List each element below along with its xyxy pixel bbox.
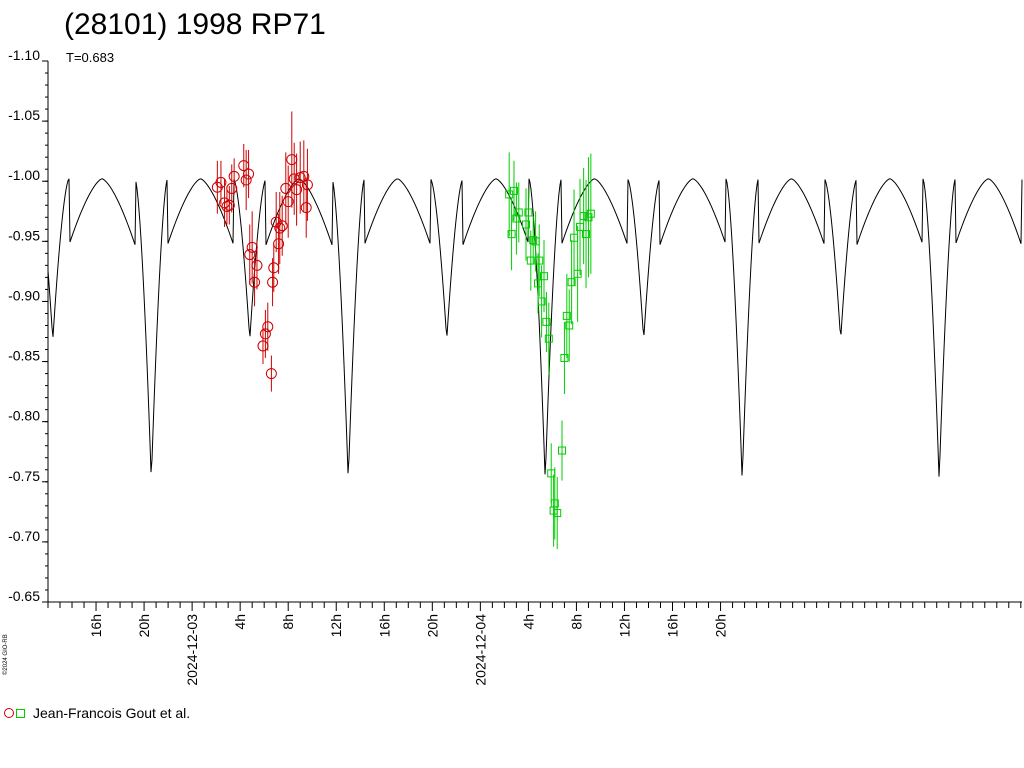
x-tick-label: 12h xyxy=(616,614,632,637)
data-point-circle xyxy=(265,368,277,380)
data-point-square xyxy=(544,334,553,343)
y-tick-label: -1.10 xyxy=(8,47,40,63)
legend-square-marker xyxy=(16,708,25,718)
data-point-square xyxy=(535,256,544,265)
y-tick-label: -0.80 xyxy=(8,408,40,424)
data-point-circle xyxy=(280,182,292,194)
x-tick-label: 4h xyxy=(232,614,248,630)
data-point-square xyxy=(553,509,562,518)
data-point-circle xyxy=(249,276,261,288)
data-point-circle xyxy=(226,182,238,194)
data-point-square xyxy=(582,230,591,239)
data-point-square xyxy=(529,236,538,245)
data-point-circle xyxy=(243,168,255,180)
x-tick-label: 2024-12-03 xyxy=(184,614,200,686)
data-point-circle xyxy=(274,222,286,234)
data-point-square xyxy=(509,186,518,195)
legend-circle-marker xyxy=(4,708,14,718)
y-tick-label: -0.85 xyxy=(8,348,40,364)
chart-legend: Jean-Francois Gout et al. xyxy=(4,705,190,721)
data-point-square xyxy=(537,297,546,306)
copyright-text: ©2024 GIO-RB xyxy=(2,634,9,675)
x-tick-label: 8h xyxy=(568,614,584,630)
y-tick-label: -1.05 xyxy=(8,107,40,123)
data-point-circle xyxy=(223,199,235,211)
data-point-square xyxy=(542,317,551,326)
x-tick-label: 12h xyxy=(328,614,344,637)
data-point-square xyxy=(514,208,523,217)
x-tick-label: 8h xyxy=(280,614,296,630)
y-tick-label: -0.70 xyxy=(8,528,40,544)
legend-label: Jean-Francois Gout et al. xyxy=(33,705,191,721)
x-tick-label: 16h xyxy=(376,614,392,637)
data-point-square xyxy=(550,499,559,508)
data-point-circle xyxy=(240,174,252,186)
data-point-circle xyxy=(282,196,294,208)
chart-title: (28101) 1998 RP71 xyxy=(64,8,326,41)
data-point-square xyxy=(507,230,516,239)
data-point-circle xyxy=(273,238,285,250)
data-point-circle xyxy=(244,249,256,261)
data-point-circle xyxy=(251,259,263,271)
x-tick-label: 2024-12-04 xyxy=(472,614,488,686)
data-point-circle xyxy=(291,184,303,196)
data-point-circle xyxy=(215,176,227,188)
y-tick-label: -0.65 xyxy=(8,588,40,604)
x-tick-label: 20h xyxy=(713,614,729,637)
data-point-square xyxy=(526,256,535,265)
data-point-square xyxy=(560,353,569,362)
x-tick-label: 16h xyxy=(665,614,681,637)
data-point-square xyxy=(524,208,533,217)
data-point-circle xyxy=(259,328,271,340)
data-point-circle xyxy=(262,321,274,333)
y-tick-label: -0.95 xyxy=(8,227,40,243)
data-point-circle xyxy=(267,276,279,288)
x-tick-label: 20h xyxy=(424,614,440,637)
data-point-circle xyxy=(300,202,312,214)
data-point-circle xyxy=(301,179,313,191)
data-point-circle xyxy=(270,216,282,228)
data-point-circle xyxy=(276,220,288,232)
data-point-square xyxy=(567,278,576,287)
chart-subtitle: T=0.683 xyxy=(66,50,115,65)
data-point-square xyxy=(558,446,567,455)
data-point-square xyxy=(562,311,571,320)
y-tick-label: -1.00 xyxy=(8,167,40,183)
data-point-square xyxy=(586,209,595,218)
x-tick-label: 20h xyxy=(136,614,152,637)
data-point-square xyxy=(565,321,574,330)
data-point-circle xyxy=(228,170,240,182)
x-tick-label: 16h xyxy=(88,614,104,637)
y-tick-label: -0.90 xyxy=(8,287,40,303)
y-tick-label: -0.75 xyxy=(8,468,40,484)
data-point-square xyxy=(521,220,530,229)
data-point-square xyxy=(573,269,582,278)
x-tick-label: 4h xyxy=(520,614,536,630)
data-point-square xyxy=(540,272,549,281)
model-curve xyxy=(47,178,1023,477)
data-point-square xyxy=(512,214,521,223)
